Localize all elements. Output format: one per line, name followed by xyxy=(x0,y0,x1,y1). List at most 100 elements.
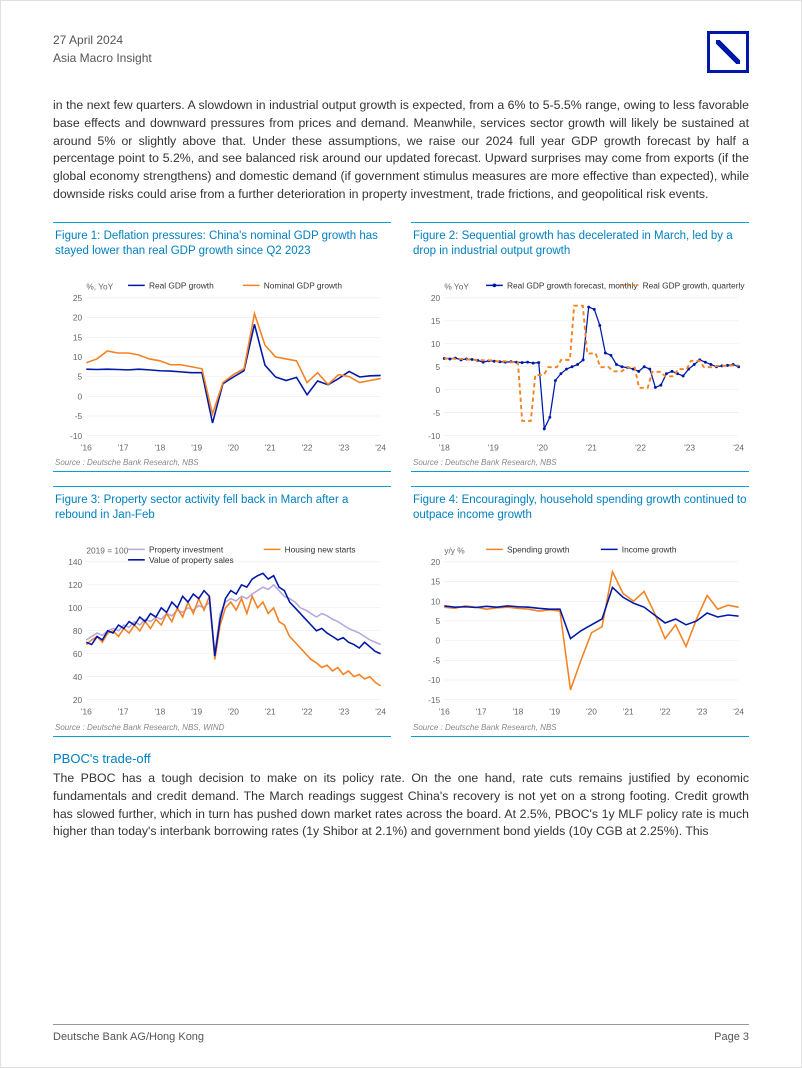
figure-1-chart: -10-50510152025'16'17'18'19'20'21'22'23'… xyxy=(55,277,389,454)
svg-text:120: 120 xyxy=(68,580,82,590)
page-footer: Deutsche Bank AG/Hong Kong Page 3 xyxy=(53,1024,749,1043)
svg-text:'21: '21 xyxy=(623,707,634,717)
figure-3-chart: 20406080100120140'16'17'18'19'20'21'22'2… xyxy=(55,541,389,718)
svg-text:'16: '16 xyxy=(439,707,450,717)
svg-text:25: 25 xyxy=(73,293,83,303)
svg-text:15: 15 xyxy=(431,316,441,326)
svg-text:Value of property sales: Value of property sales xyxy=(149,555,234,565)
svg-text:'20: '20 xyxy=(228,707,239,717)
svg-text:-15: -15 xyxy=(428,695,440,705)
paragraph-2: The PBOC has a tough decision to make on… xyxy=(53,770,749,841)
svg-text:-10: -10 xyxy=(428,431,440,441)
figure-3-title: Figure 3: Property sector activity fell … xyxy=(55,493,389,537)
svg-text:'24: '24 xyxy=(375,442,386,452)
svg-text:'20: '20 xyxy=(586,707,597,717)
svg-text:0: 0 xyxy=(435,636,440,646)
svg-text:20: 20 xyxy=(431,293,441,303)
svg-text:'18: '18 xyxy=(154,707,165,717)
svg-text:% YoY: % YoY xyxy=(444,281,469,291)
svg-text:'16: '16 xyxy=(81,442,92,452)
svg-text:'23: '23 xyxy=(338,707,349,717)
svg-text:-10: -10 xyxy=(428,676,440,686)
svg-text:0: 0 xyxy=(77,391,82,401)
svg-text:'18: '18 xyxy=(439,442,450,452)
svg-text:'21: '21 xyxy=(586,442,597,452)
svg-text:'21: '21 xyxy=(265,707,276,717)
svg-text:2019 = 100: 2019 = 100 xyxy=(86,546,128,556)
svg-text:15: 15 xyxy=(431,577,441,587)
svg-text:0: 0 xyxy=(435,385,440,395)
figure-4: Figure 4: Encouragingly, household spend… xyxy=(411,486,749,736)
svg-text:'18: '18 xyxy=(154,442,165,452)
figure-4-chart: -15 -10 -5 0 5 10 15 20 '16 '17 '18 '19 '20 '21 '22 '23… xyxy=(413,541,747,718)
figure-2: Figure 2: Sequential growth has decelera… xyxy=(411,222,749,472)
svg-text:5: 5 xyxy=(435,362,440,372)
svg-text:Spending growth: Spending growth xyxy=(507,545,570,555)
svg-text:-5: -5 xyxy=(433,656,441,666)
footer-left: Deutsche Bank AG/Hong Kong xyxy=(53,1031,204,1043)
svg-text:-5: -5 xyxy=(433,408,441,418)
svg-text:Housing new starts: Housing new starts xyxy=(285,545,356,555)
figure-1-title: Figure 1: Deflation pressures: China's n… xyxy=(55,229,389,273)
svg-text:y/y %: y/y % xyxy=(444,546,465,556)
svg-text:Income growth: Income growth xyxy=(622,545,677,555)
svg-text:'16: '16 xyxy=(81,707,92,717)
svg-text:'24: '24 xyxy=(375,707,386,717)
svg-text:'17: '17 xyxy=(476,707,487,717)
paragraph-1: in the next few quarters. A slowdown in … xyxy=(53,97,749,204)
svg-text:15: 15 xyxy=(73,332,83,342)
section-2-heading: PBOC's trade-off xyxy=(53,751,749,766)
svg-text:'22: '22 xyxy=(660,707,671,717)
svg-text:'22: '22 xyxy=(302,442,313,452)
header-meta: 27 April 2024 Asia Macro Insight xyxy=(53,31,152,67)
svg-text:Real GDP growth: Real GDP growth xyxy=(149,280,214,290)
page-header: 27 April 2024 Asia Macro Insight xyxy=(53,31,749,73)
svg-text:Real GDP growth forecast, mont: Real GDP growth forecast, monthly xyxy=(507,280,638,290)
svg-text:10: 10 xyxy=(73,352,83,362)
svg-text:'19: '19 xyxy=(549,707,560,717)
svg-text:60: 60 xyxy=(73,649,83,659)
svg-text:'21: '21 xyxy=(265,442,276,452)
svg-text:'24: '24 xyxy=(733,707,744,717)
figure-3-source: Source : Deutsche Bank Research, NBS, WI… xyxy=(55,723,389,732)
svg-text:100: 100 xyxy=(68,603,82,613)
figure-2-source: Source : Deutsche Bank Research, NBS xyxy=(413,458,747,467)
svg-text:-10: -10 xyxy=(70,431,82,441)
figure-4-source: Source : Deutsche Bank Research, NBS xyxy=(413,723,747,732)
svg-text:20: 20 xyxy=(73,313,83,323)
svg-text:'20: '20 xyxy=(228,442,239,452)
svg-text:'19: '19 xyxy=(191,707,202,717)
figure-1: Figure 1: Deflation pressures: China's n… xyxy=(53,222,391,472)
svg-text:'17: '17 xyxy=(118,707,129,717)
svg-text:20: 20 xyxy=(431,557,441,567)
svg-text:40: 40 xyxy=(73,672,83,682)
svg-text:5: 5 xyxy=(77,372,82,382)
svg-text:%, YoY: %, YoY xyxy=(86,281,113,291)
svg-text:5: 5 xyxy=(435,616,440,626)
svg-text:80: 80 xyxy=(73,626,83,636)
charts-grid: Figure 1: Deflation pressures: China's n… xyxy=(53,222,749,737)
svg-text:Nominal GDP growth: Nominal GDP growth xyxy=(264,280,343,290)
svg-text:'22: '22 xyxy=(635,442,646,452)
db-logo-icon xyxy=(707,31,749,73)
svg-text:10: 10 xyxy=(431,339,441,349)
header-title: Asia Macro Insight xyxy=(53,49,152,67)
figure-1-source: Source : Deutsche Bank Research, NBS xyxy=(55,458,389,467)
footer-right: Page 3 xyxy=(714,1031,749,1043)
svg-text:Property investment: Property investment xyxy=(149,545,224,555)
figure-2-chart: -10-505101520'18'19'20'21'22'23'24% YoYR… xyxy=(413,277,747,454)
figure-4-title: Figure 4: Encouragingly, household spend… xyxy=(413,493,747,537)
svg-text:Real GDP growth, quarterly: Real GDP growth, quarterly xyxy=(643,280,746,290)
svg-text:'19: '19 xyxy=(191,442,202,452)
svg-text:'23: '23 xyxy=(684,442,695,452)
svg-text:'23: '23 xyxy=(696,707,707,717)
svg-text:'22: '22 xyxy=(302,707,313,717)
svg-text:10: 10 xyxy=(431,597,441,607)
header-date: 27 April 2024 xyxy=(53,31,152,49)
svg-text:'18: '18 xyxy=(512,707,523,717)
figure-2-title: Figure 2: Sequential growth has decelera… xyxy=(413,229,747,273)
svg-text:20: 20 xyxy=(73,695,83,705)
figure-3: Figure 3: Property sector activity fell … xyxy=(53,486,391,736)
svg-text:'17: '17 xyxy=(118,442,129,452)
svg-text:'20: '20 xyxy=(537,442,548,452)
